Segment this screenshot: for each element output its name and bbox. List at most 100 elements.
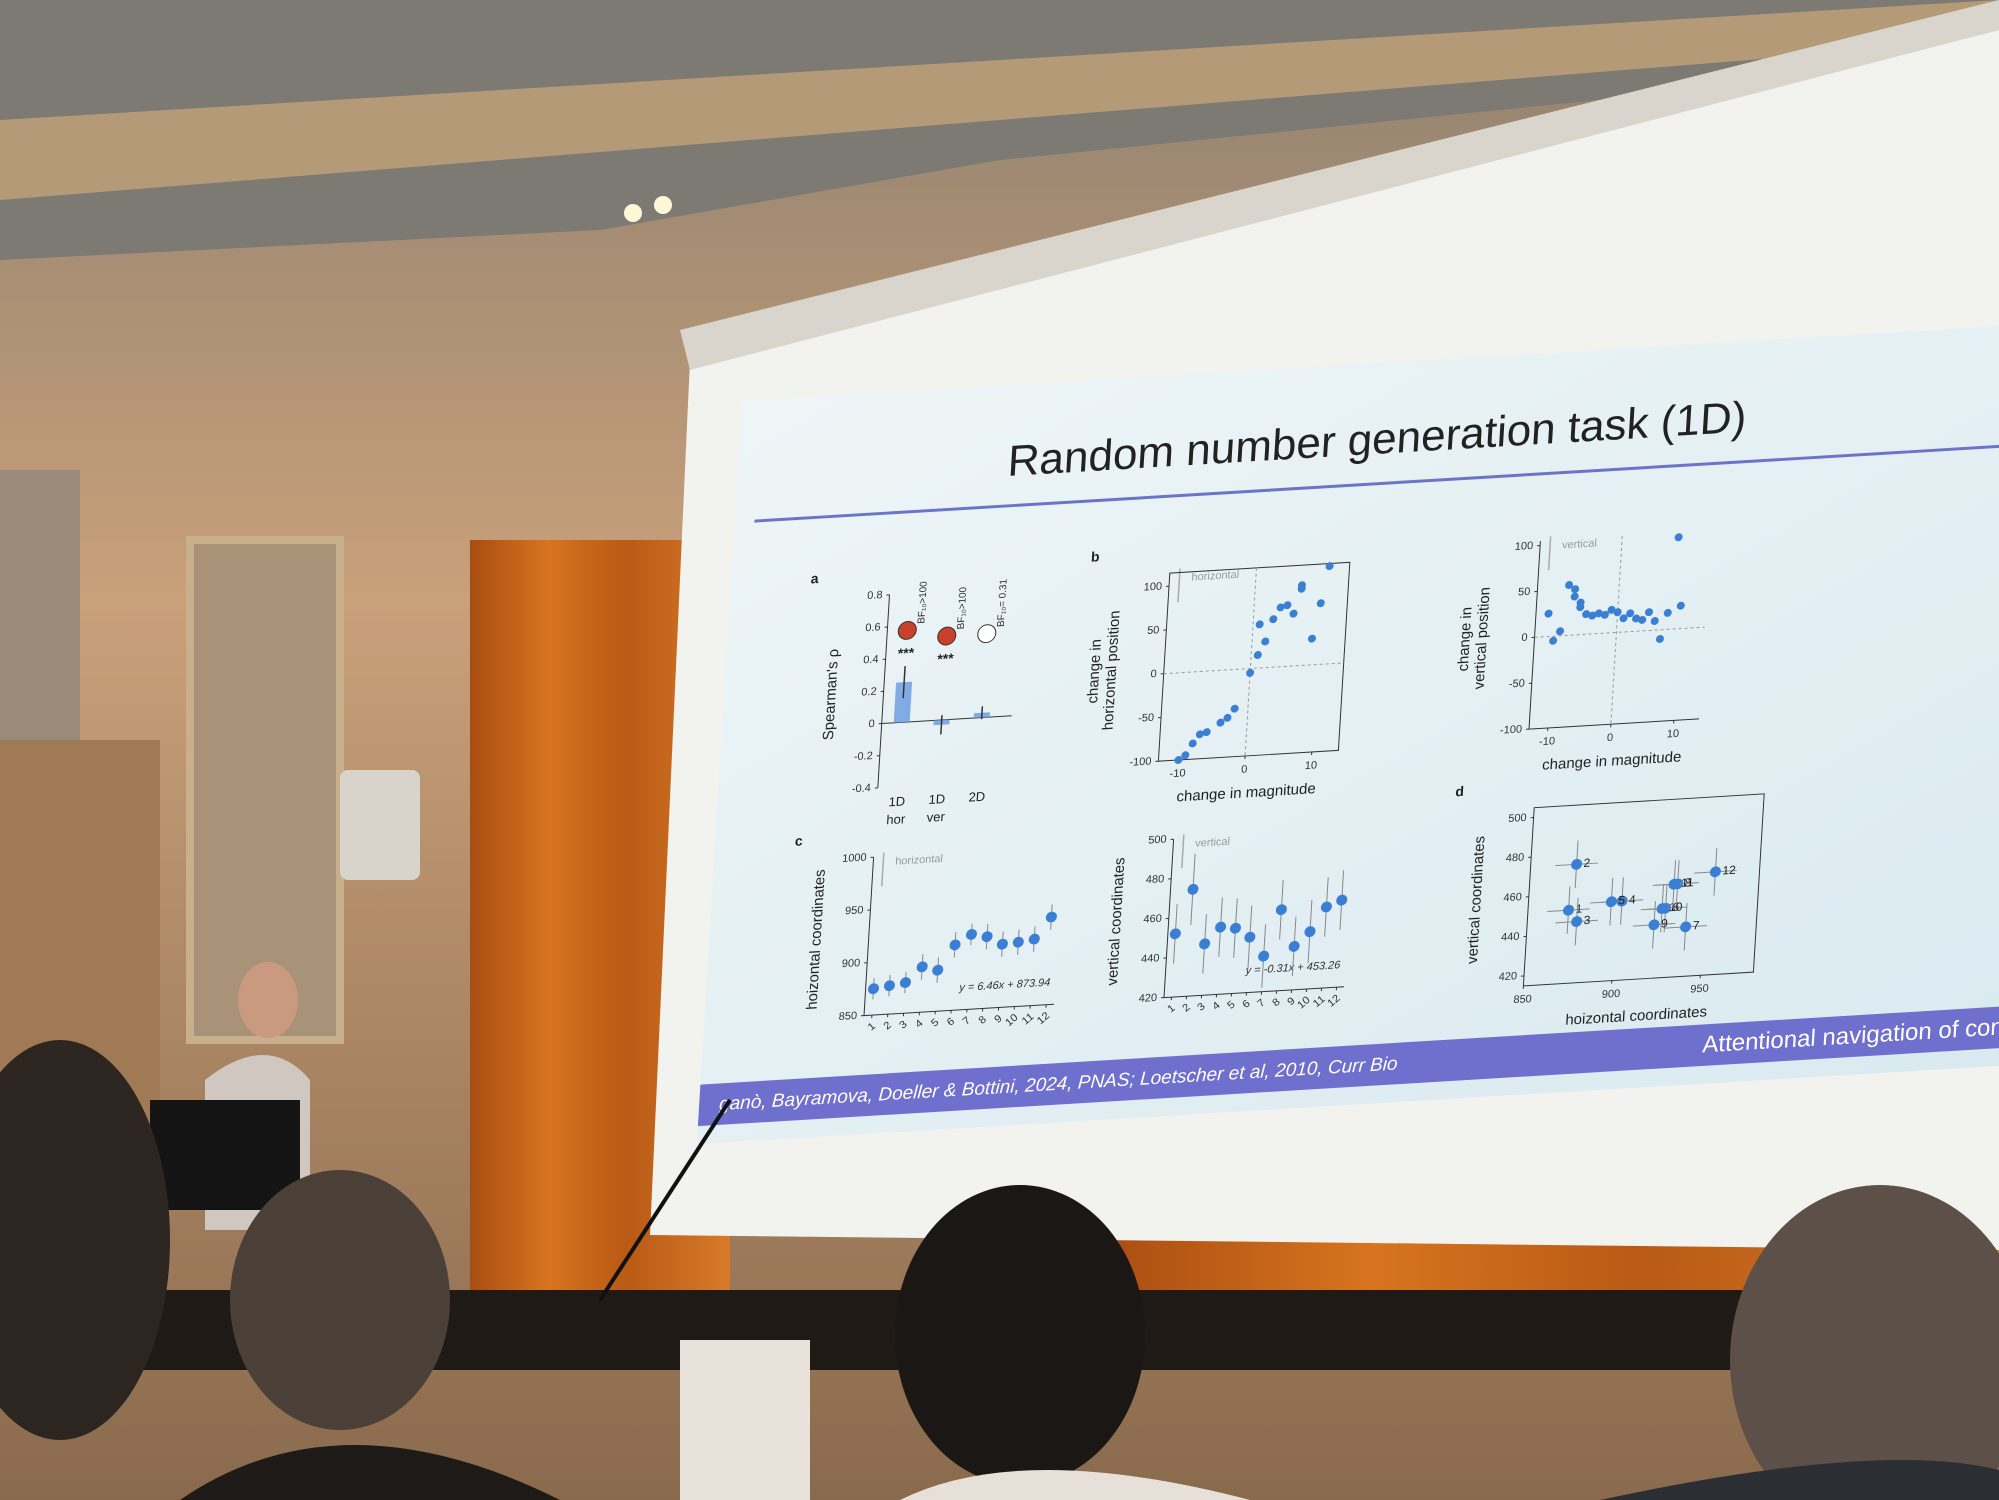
data-point — [1269, 615, 1278, 624]
data-point — [1276, 603, 1285, 612]
y-axis-label: Spearman's ρ — [820, 648, 843, 740]
audience-head — [230, 1170, 450, 1430]
y-axis-label: change in — [1455, 607, 1476, 672]
microphone — [598, 1098, 732, 1302]
y-tick-label: 500 — [1148, 834, 1167, 847]
bf-icon — [977, 624, 997, 644]
zero-line — [1534, 626, 1705, 638]
data-point — [1246, 668, 1255, 677]
data-point — [1655, 634, 1664, 643]
y-tick-label: -0.2 — [853, 750, 873, 763]
point-label: 8 — [1684, 875, 1692, 889]
data-point — [1028, 933, 1040, 945]
panel-label: d — [1455, 783, 1465, 799]
data-point — [1289, 609, 1298, 618]
data-point — [1648, 919, 1660, 931]
y-tick-label: 950 — [845, 904, 864, 917]
data-point — [1045, 911, 1057, 923]
axes-frame — [1522, 793, 1765, 987]
data-point — [1288, 940, 1300, 952]
x-axis — [1528, 718, 1700, 730]
significance: *** — [897, 644, 915, 661]
data-point — [1258, 950, 1270, 962]
screen-bar — [680, 0, 1999, 370]
y-tick-label: 480 — [1506, 852, 1525, 865]
data-point — [1188, 739, 1197, 748]
audience-head — [0, 1040, 170, 1440]
point-label: 5 — [1618, 893, 1626, 907]
direction-label: vertical — [1195, 836, 1231, 850]
y-tick-label: 1000 — [842, 852, 867, 865]
y-tick-label: 420 — [1138, 992, 1157, 1005]
title-rule — [754, 439, 1999, 523]
panel-label: a — [810, 570, 819, 586]
data-point — [1255, 620, 1264, 629]
data-point — [1619, 614, 1628, 623]
speaker-box — [340, 770, 420, 880]
data-point — [1663, 608, 1672, 617]
audience-body — [180, 1445, 560, 1500]
data-point — [1549, 636, 1558, 645]
direction-arrow — [1181, 834, 1185, 869]
direction-arrow — [1547, 536, 1552, 571]
bayes-factor: BF₁₀>100 — [916, 580, 930, 623]
y-tick-label: 50 — [1518, 586, 1531, 599]
y-tick-label: 0 — [1521, 632, 1528, 644]
x-tick-label: 10 — [1304, 759, 1317, 772]
x-tick-label: 0 — [1607, 732, 1614, 744]
data-point — [1582, 610, 1591, 619]
bf-icon — [897, 620, 917, 640]
data-point — [1283, 601, 1292, 610]
slide-background — [696, 319, 1999, 1145]
data-point — [1588, 611, 1597, 620]
y-tick-label: 50 — [1147, 624, 1160, 637]
data-point — [949, 939, 961, 951]
data-point — [1229, 922, 1241, 934]
data-point — [1638, 615, 1647, 624]
bayes-factor: BF₁₀= 0.31 — [996, 578, 1010, 627]
y-axis — [877, 594, 890, 788]
data-point — [1709, 866, 1721, 878]
data-point — [1169, 928, 1181, 940]
y-tick-label: 500 — [1508, 812, 1527, 825]
y-tick-label: 900 — [842, 957, 861, 970]
point-label: 9 — [1661, 916, 1669, 930]
data-point — [1261, 637, 1270, 646]
data-point — [1216, 718, 1225, 727]
slide: Random number generation task (1D) ganò,… — [696, 319, 1999, 1145]
direction-label: horizontal — [1191, 569, 1239, 584]
point-label: 1 — [1575, 902, 1583, 916]
data-point — [1316, 599, 1325, 608]
data-point — [899, 977, 911, 989]
error-bar — [902, 665, 906, 699]
data-point — [1613, 608, 1622, 617]
ceiling-light — [624, 204, 642, 222]
data-point — [1336, 894, 1348, 906]
y-tick-label: -100 — [1500, 723, 1523, 736]
x-tick-label: 950 — [1690, 983, 1709, 996]
data-point — [1012, 936, 1024, 948]
panel-label: b — [1091, 548, 1101, 564]
y-tick-label: 0.6 — [865, 621, 881, 634]
data-point — [1605, 896, 1617, 908]
data-point — [883, 980, 895, 992]
y-tick-label: 0.2 — [861, 686, 877, 699]
x-tick-label: 0 — [1241, 764, 1248, 776]
data-point — [1195, 730, 1204, 739]
direction-arrow — [881, 852, 885, 887]
data-point — [868, 983, 880, 995]
y-tick-label: 420 — [1498, 970, 1517, 983]
point-label: 2 — [1583, 856, 1591, 870]
bayes-factor: BF₁₀>100 — [956, 586, 970, 629]
y-tick-label: 480 — [1146, 873, 1165, 886]
y-tick-label: 440 — [1141, 952, 1160, 965]
data-point — [1230, 704, 1239, 713]
data-point — [1320, 901, 1332, 913]
y-tick-label: 0 — [1150, 668, 1157, 680]
bf-icon — [937, 626, 957, 646]
data-point — [932, 964, 944, 976]
y-tick-label: -100 — [1129, 756, 1152, 769]
panel-label: c — [794, 832, 803, 848]
point-label: 3 — [1583, 913, 1591, 927]
